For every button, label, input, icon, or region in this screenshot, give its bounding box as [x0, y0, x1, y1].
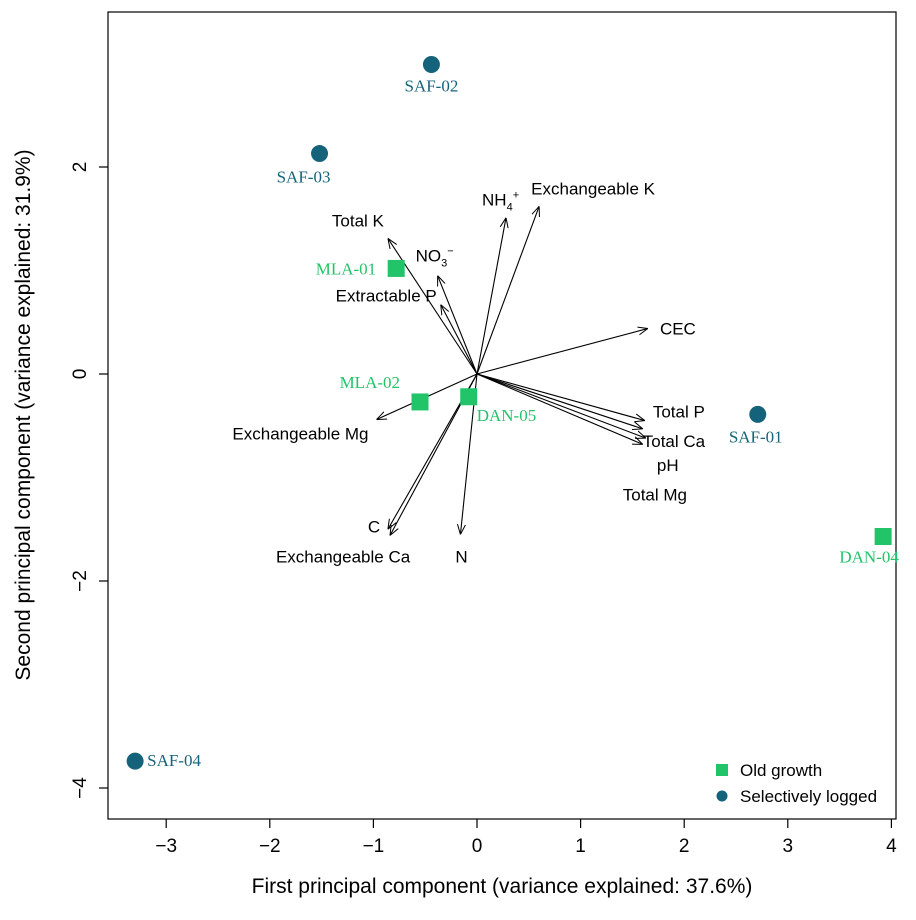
y-axis-title: Second principal component (variance exp…: [12, 149, 35, 680]
loading-label: Total Ca: [643, 432, 706, 451]
loading-label: NO3−: [416, 246, 454, 270]
loading-arrow: [476, 328, 648, 375]
loading-label: pH: [657, 456, 679, 475]
x-axis: −3 −2 −1 0 1 2 3 4: [155, 819, 897, 857]
plot-frame: [107, 11, 897, 820]
site-points: MLA-01 MLA-02 DAN-05 DAN-04 SAF-02 SAF-03 SAF-…: [126, 56, 899, 770]
loading-vectors: Total K NO3− Extractable P NH4+ Exchangeable…: [232, 179, 705, 566]
site-label: SAF-02: [404, 77, 458, 96]
loading-label: Exchangeable K: [531, 179, 655, 198]
loading-arrow: [441, 305, 478, 375]
loading-arrow: [476, 373, 643, 444]
legend-label: Selectively logged: [740, 787, 877, 806]
selectively-logged-point: [126, 752, 144, 770]
x-tick-label: 4: [886, 836, 897, 857]
site-label: DAN-04: [839, 547, 899, 566]
old-growth-point: [460, 388, 478, 406]
loading-arrow: [437, 276, 478, 375]
y-axis: −4 −2 0 2: [70, 162, 108, 799]
site-label: MLA-01: [316, 259, 376, 278]
old-growth-point: [387, 259, 405, 277]
loading-label: Total Mg: [623, 485, 687, 504]
old-growth-point: [874, 527, 892, 545]
x-tick-label: −3: [155, 836, 177, 857]
loading-arrow: [476, 206, 539, 375]
site-label: SAF-03: [277, 168, 331, 187]
y-tick-label: −2: [70, 570, 91, 592]
loading-label: Exchangeable Ca: [276, 547, 411, 566]
selectively-logged-point: [749, 405, 767, 423]
loading-label: NH4+: [482, 190, 519, 214]
loading-label: C: [368, 517, 380, 536]
x-tick-label: 2: [679, 836, 690, 857]
loading-label: Extractable P: [336, 287, 437, 306]
site-label: DAN-05: [477, 406, 537, 425]
selectively-logged-point: [422, 56, 440, 74]
site-label: MLA-02: [340, 373, 400, 392]
site-label: SAF-01: [729, 427, 783, 446]
y-tick-label: 0: [70, 369, 91, 380]
loading-arrow: [476, 373, 645, 421]
legend-swatch-circle: [716, 790, 728, 802]
loading-label: CEC: [660, 319, 696, 338]
y-tick-label: 2: [70, 162, 91, 173]
y-tick-label: −4: [70, 777, 91, 799]
x-tick-label: 3: [783, 836, 794, 857]
old-growth-point: [411, 393, 429, 411]
x-tick-label: −2: [259, 836, 281, 857]
legend-swatch-square: [716, 764, 728, 776]
loading-label: Total P: [653, 403, 705, 422]
loading-label: N: [455, 547, 467, 566]
selectively-logged-point: [311, 145, 329, 163]
loading-arrow: [476, 373, 646, 438]
loading-label: Total K: [332, 211, 385, 230]
loading-label: Exchangeable Mg: [232, 425, 368, 444]
legend-label: Old growth: [740, 761, 822, 780]
x-tick-label: 0: [472, 836, 483, 857]
site-label: SAF-04: [147, 751, 201, 770]
legend: Old growth Selectively logged: [716, 761, 877, 806]
x-tick-label: 1: [575, 836, 586, 857]
x-axis-title: First principal component (variance expl…: [252, 875, 753, 898]
loading-arrow: [476, 218, 506, 375]
loading-arrow: [476, 373, 643, 429]
x-tick-label: −1: [363, 836, 385, 857]
